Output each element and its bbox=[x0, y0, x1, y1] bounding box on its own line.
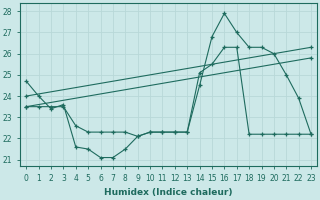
X-axis label: Humidex (Indice chaleur): Humidex (Indice chaleur) bbox=[104, 188, 233, 197]
